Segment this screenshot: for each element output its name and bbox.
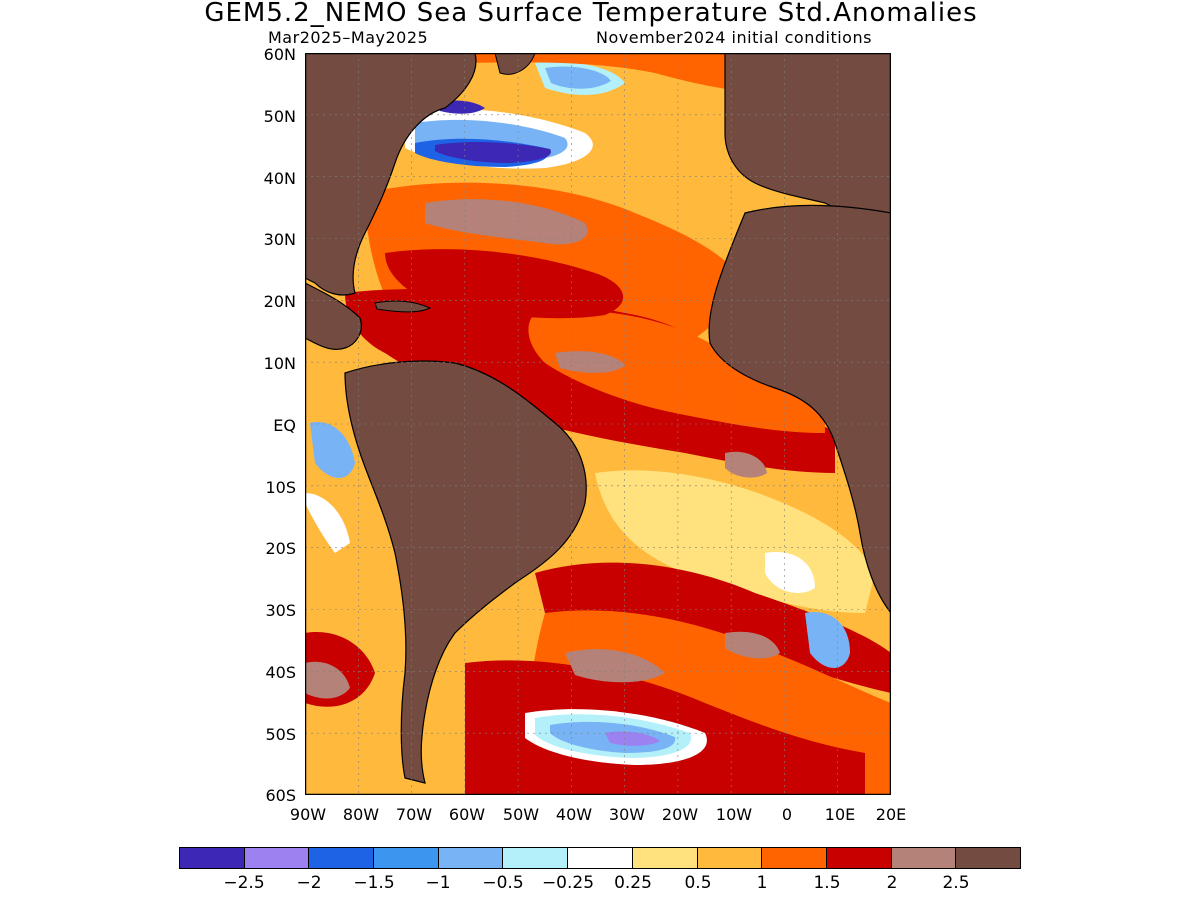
colorbar-label: 1.5 [813, 873, 841, 893]
anomaly-sa-brown-2 [725, 631, 780, 659]
lat-label-50n: 50N [263, 107, 296, 126]
colorbar-label: −2.5 [223, 873, 265, 893]
lon-label-20w: 20W [661, 805, 699, 824]
lat-label-30s: 30S [265, 601, 296, 620]
lat-label-10s: 10S [265, 478, 296, 497]
lat-label-10n: 10N [263, 354, 296, 373]
lon-label-40w: 40W [555, 805, 593, 824]
anomaly-tropical-orange [528, 310, 825, 433]
anomaly-eq-brown [725, 451, 767, 478]
land-north-america [305, 53, 477, 296]
anomaly-north-blue [545, 66, 611, 89]
lat-label-50s: 50S [265, 725, 296, 744]
colorbar [179, 847, 1021, 869]
lat-label-40s: 40S [265, 663, 296, 682]
anomaly-sa-brown [565, 649, 665, 683]
colorbar-swatch [568, 848, 633, 868]
colorbar-swatch [891, 848, 957, 868]
lon-label-20e: 20E [875, 805, 907, 824]
colorbar-label: −1.5 [353, 873, 395, 893]
anomaly-se-blue [805, 612, 850, 668]
land-africa [708, 204, 891, 614]
lon-label-10e: 10E [824, 805, 856, 824]
colorbar-swatch [309, 848, 375, 868]
lon-label-0: 0 [781, 805, 793, 824]
land-central-america [305, 282, 362, 350]
map-frame [305, 53, 891, 795]
anomaly-se-white [765, 552, 815, 593]
anomaly-pacific-lightblue [310, 422, 355, 478]
colorbar-label: 2.5 [942, 873, 970, 893]
lon-label-10w: 10W [715, 805, 753, 824]
colorbar-label: −1 [425, 873, 451, 893]
land-caribbean-cuba [374, 300, 432, 313]
colorbar-label: 2 [886, 873, 898, 893]
anomaly-nw-purple [435, 142, 551, 163]
colorbar-swatch [374, 848, 439, 868]
graticule [305, 53, 891, 795]
colorbar-swatch [180, 848, 245, 868]
colorbar-swatch [956, 848, 1020, 868]
lon-label-70w: 70W [395, 805, 433, 824]
colorbar-swatch [438, 848, 504, 868]
map-canvas [305, 53, 891, 795]
colorbar-swatch [632, 848, 698, 868]
lat-label-40n: 40N [263, 169, 296, 188]
colorbar-label: −2 [296, 873, 322, 893]
init-conditions-label: November2024 initial conditions [596, 28, 872, 47]
lat-label-20n: 20N [263, 292, 296, 311]
lat-label-20s: 20S [265, 539, 296, 558]
anomaly-mid-brown [555, 351, 625, 373]
colorbar-swatch [762, 848, 827, 868]
colorbar-swatch [697, 848, 763, 868]
lon-label-50w: 50W [502, 805, 540, 824]
colorbar-label: 1 [756, 873, 768, 893]
anomaly-brown-patch-ne [425, 199, 588, 245]
colorbar-swatch [826, 848, 892, 868]
lat-label-60n: 60N [263, 45, 296, 64]
colorbar-swatch [244, 848, 310, 868]
land-south-america [344, 360, 587, 784]
lat-label-30n: 30N [263, 230, 296, 249]
colorbar-label: 0.5 [684, 873, 712, 893]
colorbar-label: −0.5 [482, 873, 524, 893]
sst-anomaly-map [305, 53, 891, 795]
lon-label-90w: 90W [289, 805, 327, 824]
colorbar-label: −0.25 [541, 873, 595, 893]
anomaly-north-red-band [385, 249, 624, 319]
anomaly-pacific-brown [305, 661, 350, 699]
anomaly-sa-red-band [535, 562, 891, 693]
colorbar-swatch [503, 848, 569, 868]
period-label: Mar2025–May2025 [268, 28, 429, 47]
colorbar-label: 0.25 [614, 873, 652, 893]
lon-label-80w: 80W [342, 805, 380, 824]
lon-label-60w: 60W [448, 805, 486, 824]
lat-label-60s: 60S [265, 786, 296, 805]
chart-title: GEM5.2_NEMO Sea Surface Temperature Std.… [204, 0, 978, 28]
lat-label-eq: EQ [273, 416, 296, 435]
lon-label-30w: 30W [608, 805, 646, 824]
anomaly-pacific-white [305, 493, 350, 553]
anomaly-so-purple [605, 731, 660, 746]
